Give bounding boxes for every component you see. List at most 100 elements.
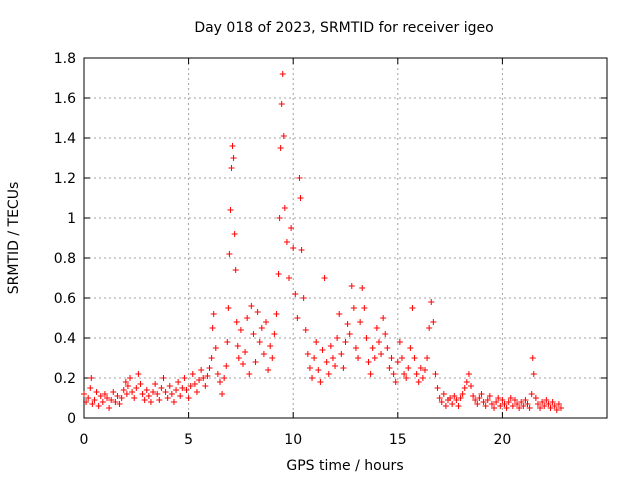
data-point — [361, 305, 368, 311]
data-point — [230, 155, 237, 161]
data-point — [83, 399, 90, 405]
data-points — [81, 71, 564, 413]
data-point — [283, 239, 290, 245]
data-point — [405, 365, 412, 371]
data-point — [336, 311, 343, 317]
data-point — [480, 399, 487, 405]
data-point — [135, 371, 142, 377]
data-point — [181, 375, 188, 381]
data-point — [269, 355, 276, 361]
data-point — [547, 405, 554, 411]
data-point — [432, 371, 439, 377]
data-point — [394, 359, 401, 365]
data-point — [401, 371, 408, 377]
data-point — [254, 309, 261, 315]
data-point — [152, 381, 159, 387]
data-point — [123, 391, 130, 397]
data-point — [465, 371, 472, 377]
data-point — [110, 389, 117, 395]
data-point — [386, 365, 393, 371]
data-point — [93, 389, 100, 395]
data-point — [290, 245, 297, 251]
data-point — [91, 397, 98, 403]
data-point — [258, 325, 265, 331]
plot-frame — [83, 57, 608, 419]
data-point — [461, 385, 468, 391]
data-point — [278, 101, 285, 107]
data-point — [296, 175, 303, 181]
data-point — [275, 271, 282, 277]
data-point — [183, 387, 190, 393]
data-point — [484, 397, 491, 403]
data-point — [221, 375, 228, 381]
data-point — [288, 225, 295, 231]
data-point — [210, 311, 217, 317]
data-point — [187, 383, 194, 389]
x-tick-label: 15 — [389, 432, 407, 448]
data-point — [459, 391, 466, 397]
data-point — [384, 345, 391, 351]
data-point — [185, 395, 192, 401]
grid-lines — [84, 58, 607, 418]
data-point — [177, 393, 184, 399]
data-point — [526, 405, 533, 411]
data-point — [415, 379, 422, 385]
data-point — [228, 165, 235, 171]
data-point — [338, 351, 345, 357]
data-point — [256, 339, 263, 345]
data-point — [509, 403, 516, 409]
data-point — [486, 393, 493, 399]
data-point — [551, 403, 558, 409]
data-point — [378, 351, 385, 357]
x-tick-label: 0 — [80, 432, 89, 448]
data-point — [212, 345, 219, 351]
x-tick-label: 5 — [184, 432, 193, 448]
data-point — [97, 393, 104, 399]
data-point — [403, 375, 410, 381]
data-point — [216, 379, 223, 385]
data-point — [323, 359, 330, 365]
data-point — [276, 215, 283, 221]
data-point — [294, 315, 301, 321]
data-point — [478, 391, 485, 397]
y-tick-label: 0 — [67, 411, 76, 427]
data-point — [223, 363, 230, 369]
data-point — [309, 375, 316, 381]
data-point — [382, 331, 389, 337]
data-point — [321, 275, 328, 281]
data-point — [160, 375, 167, 381]
data-point — [468, 383, 475, 389]
data-point — [214, 371, 221, 377]
data-point — [292, 291, 299, 297]
data-point — [273, 311, 280, 317]
data-point — [359, 285, 366, 291]
data-point — [557, 405, 564, 411]
data-point — [297, 195, 304, 201]
data-point — [244, 315, 251, 321]
data-point — [173, 387, 180, 393]
data-point — [298, 247, 305, 253]
data-point — [457, 395, 464, 401]
data-point — [250, 331, 257, 337]
data-point — [555, 401, 562, 407]
data-point — [246, 371, 253, 377]
data-point — [116, 401, 123, 407]
data-point — [209, 325, 216, 331]
data-point — [313, 339, 320, 345]
data-point — [493, 399, 500, 405]
data-point — [369, 345, 376, 351]
data-point — [373, 325, 380, 331]
data-point — [528, 391, 535, 397]
data-point — [248, 303, 255, 309]
data-point — [234, 343, 241, 349]
data-point — [139, 391, 146, 397]
data-point — [455, 403, 462, 409]
y-axis-title: SRMTID / TECUs — [6, 182, 22, 295]
data-point — [474, 401, 481, 407]
data-point — [208, 355, 215, 361]
data-point — [511, 397, 518, 403]
data-point — [198, 367, 205, 373]
data-point — [434, 385, 441, 391]
data-point — [553, 407, 560, 413]
data-point — [281, 205, 288, 211]
